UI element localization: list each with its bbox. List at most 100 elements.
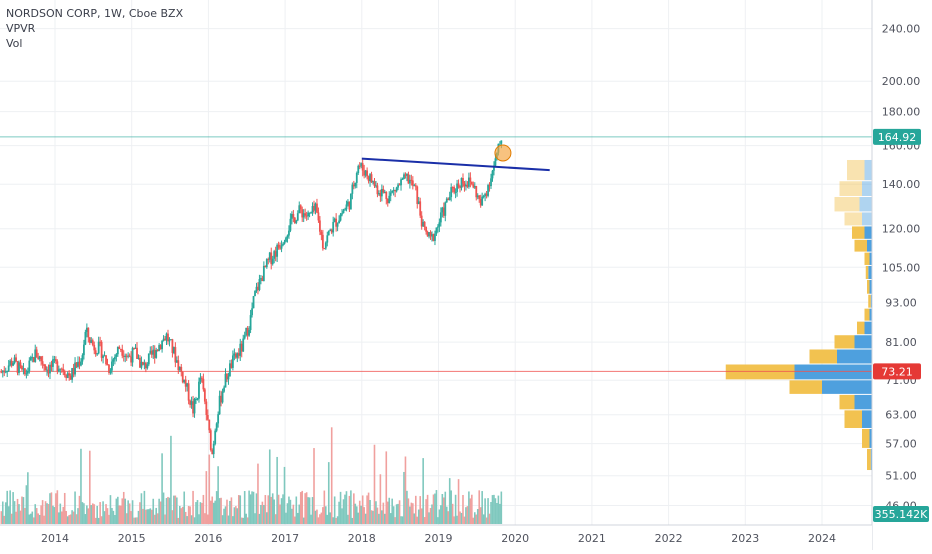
volume-bar [497,495,500,524]
volume-bar [469,498,472,524]
candle-body [143,362,146,365]
volume-bar [419,496,422,524]
candle-body [450,187,453,198]
volume-bar [493,494,495,524]
price-tick-label: 180.00 [882,106,921,119]
candle-body [465,184,467,187]
volume-bar [47,504,50,524]
price-axis-panel[interactable] [872,0,932,550]
candle-body [491,170,494,179]
candle-body [426,231,429,237]
volume-bar [145,509,147,524]
candle-body [21,366,23,370]
candle-body [442,207,445,216]
candle-body [88,337,91,343]
indicator-vpvr-label[interactable]: VPVR [6,22,36,35]
candle-body [205,401,208,415]
candle-body [364,170,367,176]
vpvr-up-bar [862,181,872,196]
volume-bar [450,490,452,524]
candle-body [106,364,109,366]
volume-bar [251,491,253,524]
volume-bar [44,501,47,524]
candle-body [375,185,377,187]
candle-body [118,346,121,349]
candle-body [404,174,407,176]
volume-bar [212,502,215,524]
candle-body [38,356,41,360]
candle-body [370,174,373,183]
volume-bar [357,512,360,524]
volume-bar [282,494,284,524]
candle-body [19,362,22,367]
candle-body [84,331,87,345]
volume-bar [193,517,196,524]
volume-bar [32,517,35,524]
volume-bar [354,503,357,524]
volume-bar [25,485,28,524]
volume-bar [310,514,312,524]
candle-body [422,221,425,227]
candle-body [249,315,252,330]
candle-body [234,353,237,358]
indicator-vol-label[interactable]: Vol [6,37,23,50]
vpvr-down-bar [844,212,862,226]
candle-body [413,185,416,187]
candle-body [124,355,127,357]
volume-bar [131,500,134,524]
candle-body [347,201,349,205]
volume-bar [276,456,278,524]
candle-body [310,212,312,214]
candle-body [32,357,35,362]
candle-body [201,377,203,379]
candle-body [453,187,456,193]
vpvr-down-bar [854,239,867,252]
candle-body [155,349,158,358]
candle-body [13,357,16,364]
vpvr-down-bar [834,196,860,212]
volume-bar [243,491,246,524]
candle-body [317,212,320,221]
volume-bar [246,517,249,524]
volume-bar [447,511,450,524]
drawings[interactable] [361,144,550,172]
candle-body [463,183,466,187]
volume-bar [52,505,54,524]
candle-body [25,373,28,375]
volume-bar [273,499,275,524]
volume-bar [19,510,22,524]
volume-bar [106,508,109,524]
vpvr-down-bar [865,265,869,279]
candle-body [423,221,426,227]
candle-body [60,368,63,370]
volume-bar [364,513,367,524]
candle-body [467,177,470,187]
volume-bar [156,513,159,524]
volume-bar [78,495,81,524]
volume-bar [468,491,470,524]
volume-bar [122,491,125,524]
volume-bar [237,495,240,524]
volume-bar [341,508,343,524]
volume-bar [68,515,70,524]
volume-bar [28,514,31,524]
vpvr-down-bar [839,394,855,410]
candle-body [22,368,25,370]
candle-body [451,187,454,189]
volume-bar [438,509,441,524]
volume-bar [165,498,168,524]
time-axis-panel[interactable] [0,525,872,550]
volume-bar [114,515,116,524]
candle-body [237,353,240,356]
volume-bar [227,515,230,524]
candle-body [6,370,9,372]
candle-body [293,217,296,223]
candle-body [295,220,298,223]
volume-bar [181,506,184,524]
volume-bar [124,498,127,524]
symbol-title[interactable]: NORDSON CORP, 1W, Cboe BZX [6,7,184,20]
vpvr-down-bar [864,308,870,321]
volume-bar [443,497,445,524]
